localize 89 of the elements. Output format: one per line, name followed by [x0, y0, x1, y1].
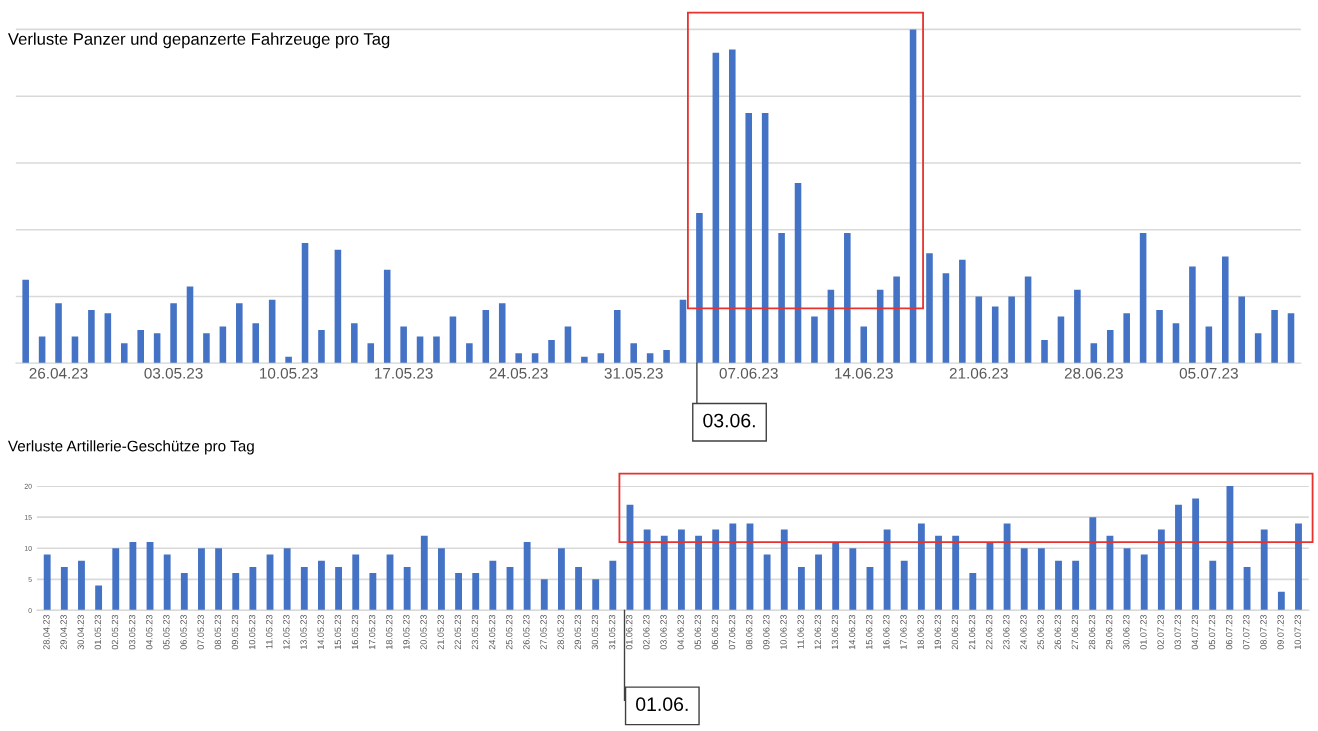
x-tick-label: 13.05.23: [300, 614, 307, 649]
x-tick-label: 05.06.23: [694, 614, 701, 650]
x-tick-label: 05.07.23: [1179, 367, 1238, 379]
x-tick-label: 09.06.23: [763, 614, 770, 650]
x-tick-label: 23.06.23: [1003, 614, 1010, 650]
x-tick-label: 17.05.23: [375, 367, 433, 379]
x-tick-label: 06.05.23: [180, 614, 187, 650]
x-tick-label: 01.05.23: [94, 614, 102, 650]
x-tick-label: 15.06.23: [865, 614, 873, 649]
x-tick-label: 03.05.23: [144, 367, 203, 379]
x-tick-label: 02.07.23: [1157, 614, 1164, 650]
x-tick-label: 10.07.23: [1294, 614, 1301, 649]
x-tick-label: 31.05.23: [604, 367, 663, 379]
x-tick-label: 30.04.23: [77, 614, 84, 650]
x-tick-label: 11.05.23: [266, 614, 273, 649]
x-tick-label: 03.07.23: [1174, 614, 1181, 650]
x-tick-label: 03.06.23: [660, 614, 667, 650]
x-tick-label: 14.06.23: [835, 367, 893, 379]
x-tick-label: 04.07.23: [1191, 614, 1199, 650]
text: 03.06.: [703, 413, 755, 428]
x-tick-label: 31.05.23: [608, 614, 616, 650]
x-tick-label: 28.04.23: [43, 614, 50, 650]
x-tick-label: 11.06.23: [797, 614, 804, 649]
x-tick-label: 26.06.23: [1054, 614, 1061, 650]
x-tick-label: 21.06.23: [949, 367, 1008, 379]
x-tick-label: 18.05.23: [386, 614, 393, 649]
x-tick-label: 28.05.23: [557, 614, 564, 650]
x-tick-label: 08.05.23: [214, 614, 222, 650]
x-tick-label: 30.05.23: [591, 614, 599, 650]
x-tick-label: 19.05.23: [403, 614, 410, 649]
x-tick-label: 20.05.23: [420, 614, 427, 650]
x-tick-label: 08.06.23: [746, 614, 753, 650]
x-tick-label: 09.05.23: [231, 614, 239, 650]
x-tick-label: 25.06.23: [1037, 614, 1044, 650]
x-tick-label: 22.06.23: [985, 614, 993, 650]
x-tick-label: 02.05.23: [111, 614, 119, 650]
x-tick-label: 26.05.23: [523, 614, 530, 650]
x-tick-label: 15.05.23: [334, 614, 342, 649]
x-tick-label: 12.05.23: [283, 614, 290, 649]
x-tick-label: 25.05.23: [506, 614, 513, 650]
x-tick-label: 28.06.23: [1088, 614, 1096, 650]
chart-title: Verluste Panzer und gepanzerte Fahrzeuge pro Tag: [7, 32, 390, 49]
x-tick-label: 21.05.23: [437, 614, 444, 650]
x-tick-label: 20.06.23: [951, 614, 959, 650]
x-tick-label: 19.06.23: [934, 614, 941, 649]
x-tick-label: 24.05.23: [489, 367, 548, 379]
x-tick-label: 04.05.23: [146, 614, 153, 650]
x-tick-label: 06.07.23: [1225, 614, 1233, 650]
x-tick-label: 23.05.23: [471, 614, 479, 650]
x-tick-label: 12.06.23: [814, 614, 821, 649]
x-tick-label: 17.06.23: [900, 614, 907, 649]
x-tick-label: 22.05.23: [454, 614, 461, 650]
x-tick-label: 02.06.23: [643, 614, 650, 650]
x-tick-label: 07.07.23: [1243, 614, 1250, 650]
x-tick-label: 05.05.23: [163, 614, 170, 650]
x-tick-label: 09.07.23: [1277, 614, 1284, 650]
x-tick-label: 05.07.23: [1208, 614, 1216, 650]
x-tick-label: 29.04.23: [60, 614, 67, 650]
x-tick-label: 06.06.23: [711, 614, 719, 650]
chart-title: Verluste Artillerie-Geschütze pro Tag: [7, 440, 254, 455]
x-tick-label: 08.07.23: [1260, 614, 1267, 650]
x-tick-label: 24.05.23: [488, 614, 496, 650]
text: 01.06.: [636, 697, 688, 712]
x-tick-label: 10.05.23: [248, 614, 256, 649]
x-tick-label: 03.05.23: [128, 614, 136, 650]
x-tick-label: 16.05.23: [351, 614, 359, 649]
x-tick-label: 13.06.23: [831, 614, 839, 649]
x-tick-label: 10.05.23: [260, 367, 318, 379]
x-tick-label: 01.06.23: [626, 614, 633, 650]
x-tick-label: 29.05.23: [574, 614, 581, 650]
x-tick-label: 16.06.23: [883, 614, 890, 649]
x-tick-label: 17.05.23: [368, 614, 376, 649]
x-tick-label: 07.06.23: [728, 614, 736, 650]
x-tick-label: 07.05.23: [197, 614, 204, 650]
x-tick-label: 18.06.23: [917, 614, 924, 649]
x-tick-label: 01.07.23: [1140, 614, 1147, 650]
x-tick-label: 10.06.23: [780, 614, 787, 649]
x-tick-label: 21.06.23: [968, 614, 976, 650]
x-tick-label: 27.05.23: [540, 614, 547, 650]
x-tick-label: 04.06.23: [677, 614, 684, 650]
x-tick-label: 29.06.23: [1105, 614, 1113, 650]
x-tick-label: 14.06.23: [848, 614, 856, 649]
x-tick-label: 26.04.23: [29, 367, 88, 379]
x-tick-label: 27.06.23: [1071, 614, 1079, 650]
x-tick-label: 30.06.23: [1123, 614, 1130, 650]
x-tick-label: 14.05.23: [317, 614, 324, 649]
x-tick-label: 24.06.23: [1020, 614, 1027, 650]
x-tick-label: 07.06.23: [719, 367, 778, 379]
x-tick-label: 28.06.23: [1064, 367, 1123, 379]
